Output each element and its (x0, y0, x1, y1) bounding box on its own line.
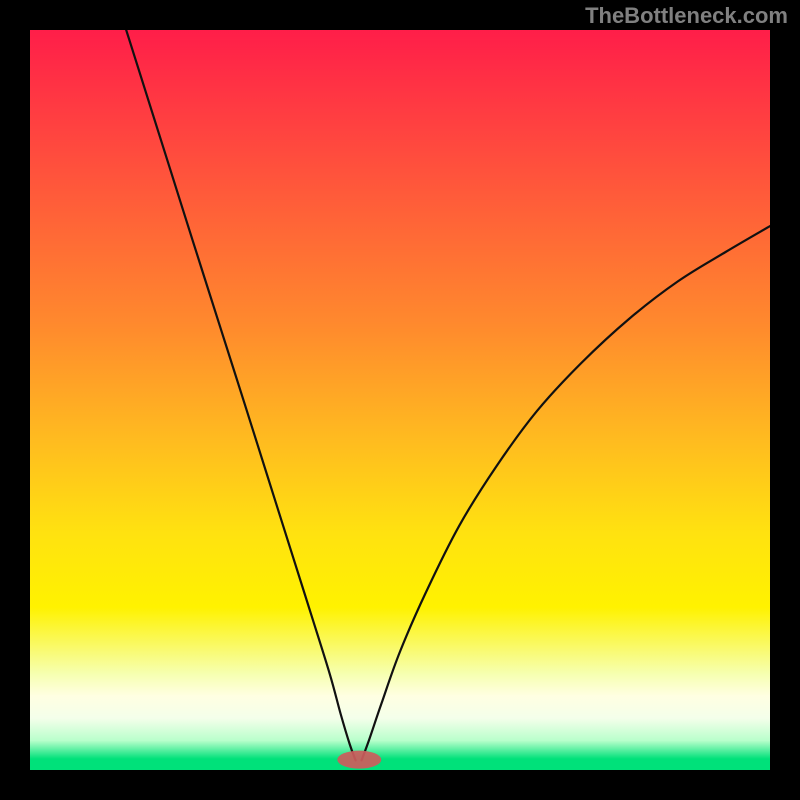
watermark-text: TheBottleneck.com (585, 3, 788, 29)
vertex-marker (337, 751, 381, 769)
gradient-background (30, 30, 770, 770)
bottleneck-plot (0, 0, 800, 800)
